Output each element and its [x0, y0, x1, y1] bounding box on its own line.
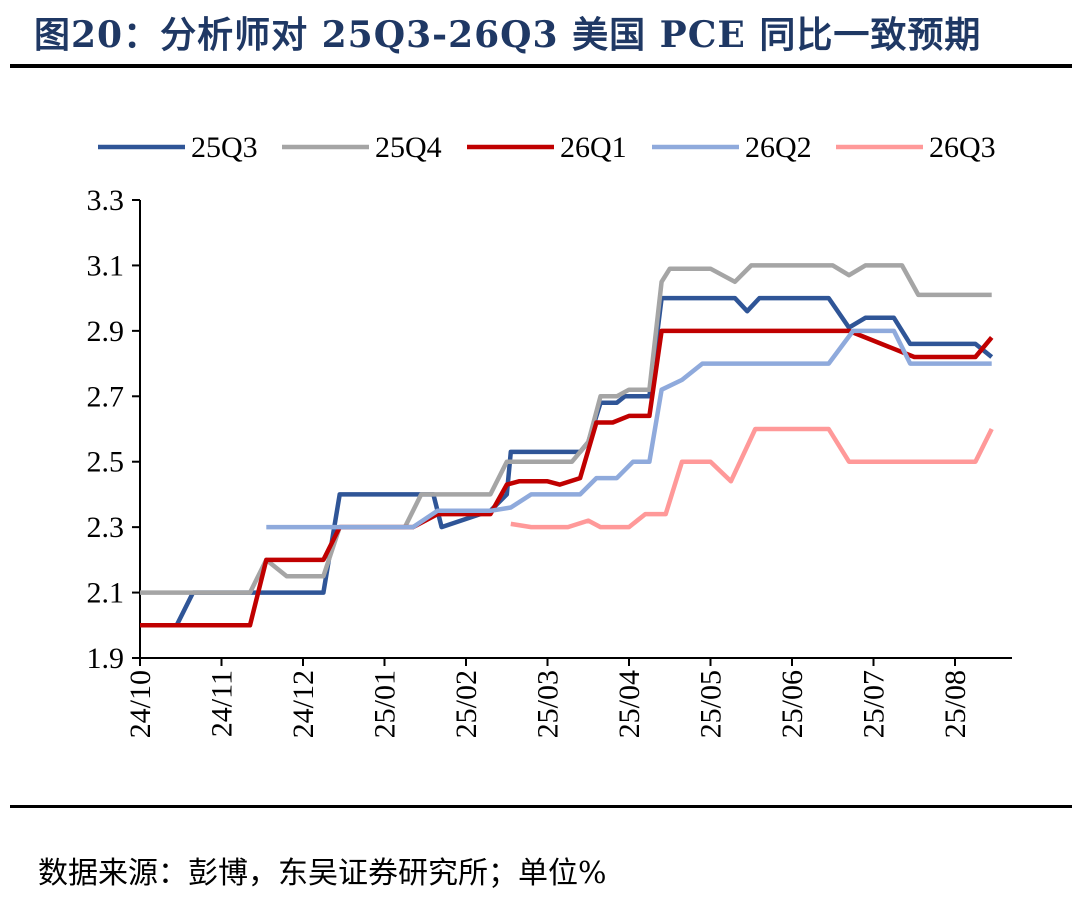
bottom-rule — [10, 805, 1072, 808]
legend-label-26q1: 26Q1 — [560, 131, 627, 164]
legend-label-25q4: 25Q4 — [375, 131, 442, 164]
axes: 1.9 2.1 2.3 2.5 2.7 2.9 3.1 3.3 24/10 24/11 24/12 2… — [87, 184, 1012, 738]
x-tick-label: 25/01 — [369, 670, 402, 738]
x-tick-label: 25/06 — [776, 670, 809, 738]
series-line-25q3 — [140, 295, 994, 628]
series-lines — [140, 263, 994, 628]
y-tick-label: 3.1 — [87, 249, 125, 282]
y-tick-label: 3.3 — [87, 184, 125, 217]
y-tick-label: 2.7 — [87, 380, 125, 413]
y-tick-label: 2.1 — [87, 577, 125, 610]
series-line-26q1 — [140, 328, 994, 628]
legend-label-25q3: 25Q3 — [191, 131, 258, 164]
x-tick-label: 25/08 — [939, 670, 972, 738]
y-tick-label: 2.3 — [87, 511, 125, 544]
x-tick-label: 25/04 — [613, 670, 646, 738]
x-tick-label: 25/05 — [695, 670, 728, 738]
x-tick-label: 25/07 — [858, 670, 891, 738]
legend: 25Q3 25Q4 26Q1 26Q2 26Q3 — [98, 131, 996, 164]
x-tick-label: 25/02 — [450, 670, 483, 738]
x-tick-label: 24/10 — [124, 670, 157, 738]
y-tick-label: 2.9 — [87, 315, 125, 348]
y-tick-label: 2.5 — [87, 446, 125, 479]
series-line-25q4 — [140, 263, 992, 595]
x-tick-label: 24/11 — [206, 670, 239, 737]
series-line-26q2 — [266, 328, 992, 530]
legend-label-26q2: 26Q2 — [745, 131, 812, 164]
figure-title: 图20：分析师对 25Q3-26Q3 美国 PCE 同比一致预期 — [34, 14, 982, 56]
y-tick-label: 1.9 — [87, 642, 125, 675]
series-line-26q3 — [510, 426, 994, 530]
source-note: 数据来源：彭博，东吴证券研究所；单位% — [38, 856, 607, 891]
legend-label-26q3: 26Q3 — [929, 131, 996, 164]
x-tick-label: 25/03 — [532, 670, 565, 738]
x-tick-label: 24/12 — [287, 670, 320, 738]
top-rule — [10, 64, 1072, 68]
